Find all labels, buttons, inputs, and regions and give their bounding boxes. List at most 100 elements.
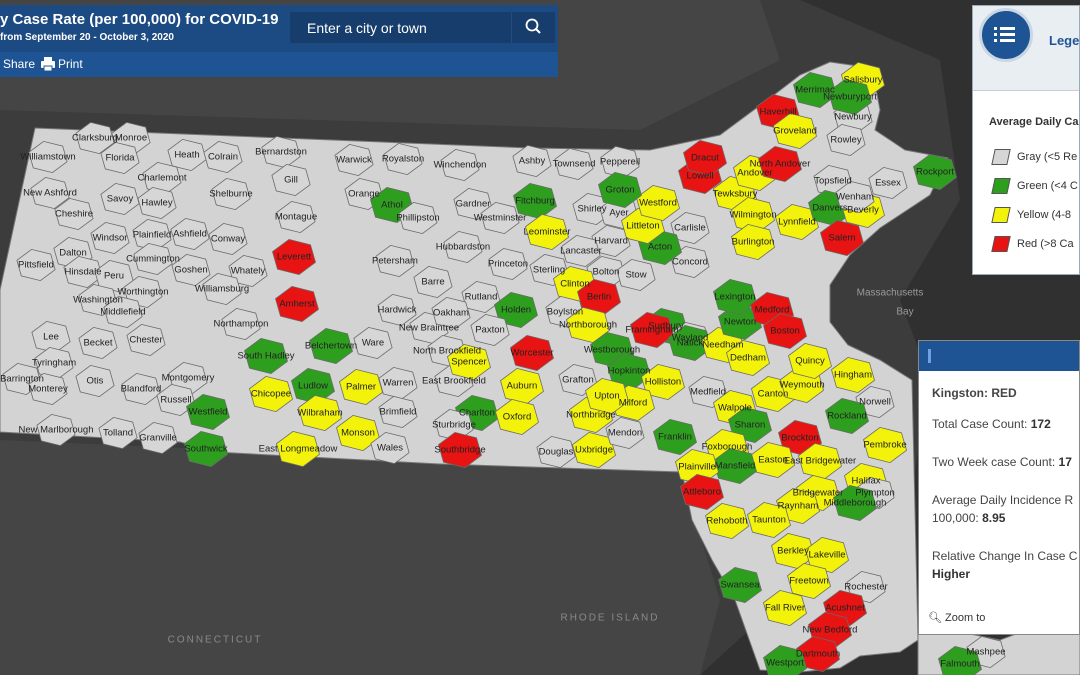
town-area bbox=[378, 395, 418, 429]
town-label: Windsor bbox=[93, 233, 128, 244]
town-label: Sturbridge bbox=[432, 420, 476, 431]
town-areas bbox=[2, 61, 1006, 675]
town-area bbox=[488, 247, 528, 281]
town-area bbox=[793, 71, 837, 109]
town-label: Rutland bbox=[465, 292, 498, 303]
zoom-label: Zoom to bbox=[945, 612, 986, 624]
town-label: Wenham bbox=[836, 192, 874, 203]
town-area bbox=[100, 182, 140, 216]
town-area bbox=[680, 473, 724, 511]
town-label: Harvard bbox=[594, 236, 628, 247]
town-label: Chester bbox=[129, 335, 162, 346]
legend-swatch bbox=[991, 178, 1011, 194]
town-label: South Hadley bbox=[237, 351, 294, 362]
town-label: Canton bbox=[758, 389, 789, 400]
town-area bbox=[495, 398, 539, 436]
town-label: Middleborough bbox=[824, 498, 887, 509]
town-label: Sudbury bbox=[648, 321, 684, 332]
town-area bbox=[298, 394, 342, 432]
town-label: Taunton bbox=[752, 515, 786, 526]
town-area bbox=[461, 280, 501, 314]
town-label: Hubbardston bbox=[436, 242, 490, 253]
town-area bbox=[443, 230, 483, 264]
popup-value: Higher bbox=[932, 567, 971, 581]
town-label: Monterey bbox=[28, 384, 68, 395]
town-label: Berkley bbox=[777, 546, 809, 557]
town-area bbox=[309, 327, 353, 365]
town-label: Carlisle bbox=[674, 223, 706, 234]
town-label: Pittsfield bbox=[18, 260, 54, 271]
town-label: Medford bbox=[755, 305, 790, 316]
search-box[interactable]: Enter a city or town bbox=[290, 12, 555, 43]
town-label: Lowell bbox=[687, 171, 714, 182]
town-area bbox=[510, 334, 554, 372]
town-area bbox=[377, 293, 417, 327]
town-label: Northampton bbox=[214, 319, 269, 330]
town-label: Concord bbox=[672, 257, 708, 268]
legend-swatch bbox=[991, 149, 1011, 165]
town-area bbox=[203, 140, 243, 174]
legend-button[interactable] bbox=[979, 8, 1033, 62]
town-label: Worthington bbox=[117, 287, 168, 298]
town-area bbox=[103, 295, 143, 329]
town-label: Sterling bbox=[533, 265, 565, 276]
town-label: Leominster bbox=[524, 227, 571, 238]
town-label: East Brookfield bbox=[422, 376, 486, 387]
town-label: Leverett bbox=[277, 252, 312, 263]
list-icon bbox=[994, 27, 1015, 42]
town-area bbox=[705, 502, 749, 540]
town-label: Stow bbox=[625, 270, 646, 281]
town-label: Northborough bbox=[559, 320, 617, 331]
town-area bbox=[375, 244, 415, 278]
zoom-to[interactable]: 🔍︎ Zoom to bbox=[928, 612, 986, 624]
town-label: New Braintree bbox=[399, 323, 459, 334]
town-area bbox=[788, 342, 832, 380]
neighbor-land bbox=[0, 440, 720, 675]
town-area bbox=[133, 242, 173, 276]
town-area bbox=[398, 201, 438, 235]
town-label: Hinsdale bbox=[65, 267, 102, 278]
town-label: Freetown bbox=[789, 576, 829, 587]
town-label: Oakham bbox=[433, 308, 469, 319]
share-button[interactable]: Share bbox=[3, 57, 36, 71]
town-label: Holliston bbox=[645, 377, 681, 388]
subtitle: from September 20 - October 3, 2020 bbox=[0, 32, 174, 43]
town-label: Gardner bbox=[456, 199, 491, 210]
town-label: Littleton bbox=[626, 221, 659, 232]
search-button[interactable] bbox=[511, 12, 555, 43]
legend-label: Yellow (4-8 bbox=[1017, 208, 1072, 221]
town-area bbox=[94, 259, 134, 293]
town-area bbox=[202, 272, 242, 306]
town-label: Milford bbox=[619, 398, 648, 409]
town-area bbox=[100, 141, 140, 175]
print-icon bbox=[41, 57, 55, 72]
town-area bbox=[334, 143, 374, 177]
print-button[interactable]: Print bbox=[58, 57, 83, 71]
town-label: Raynham bbox=[778, 501, 819, 512]
town-label: Worcester bbox=[510, 348, 553, 359]
town-label: Goshen bbox=[174, 265, 207, 276]
town-label: Palmer bbox=[346, 382, 376, 393]
town-label: Belchertown bbox=[305, 341, 357, 352]
town-area bbox=[868, 166, 908, 200]
town-area bbox=[833, 484, 877, 522]
town-label: East Longmeadow bbox=[259, 444, 338, 455]
town-label: Savoy bbox=[107, 194, 134, 205]
town-label: Winchendon bbox=[434, 160, 487, 171]
town-label: Charlemont bbox=[137, 173, 186, 184]
town-label: Plympton bbox=[855, 488, 895, 499]
town-label: Newbury bbox=[834, 112, 872, 123]
town-label: Lakeville bbox=[809, 550, 846, 561]
search-placeholder: Enter a city or town bbox=[307, 20, 427, 36]
town-label: Swansea bbox=[720, 580, 760, 591]
town-label: Brockton bbox=[781, 433, 819, 444]
town-label: Gill bbox=[284, 175, 298, 186]
town-area bbox=[75, 364, 115, 398]
town-label: Blandford bbox=[121, 384, 162, 395]
town-area bbox=[713, 278, 757, 316]
town-label: Easton bbox=[758, 455, 788, 466]
town-label: Westford bbox=[639, 198, 677, 209]
town-label: Holden bbox=[501, 305, 531, 316]
town-label: Hardwick bbox=[377, 305, 416, 316]
